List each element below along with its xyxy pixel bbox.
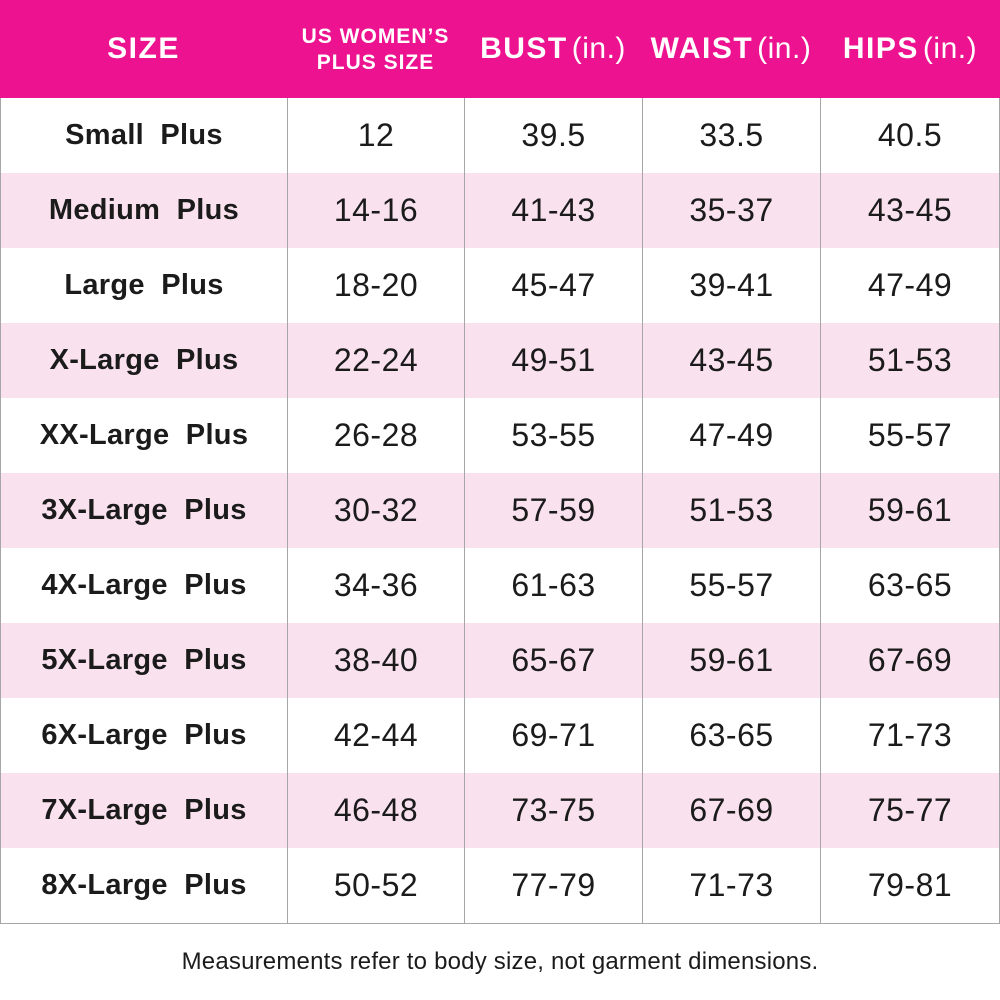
cell-size: X-Large Plus (49, 344, 239, 376)
cell-us-plus-size: 38-40 (287, 623, 464, 698)
cell-bust: 41-43 (464, 173, 642, 248)
table-row: 6X-Large Plus 42-44 69-71 63-65 71-73 (1, 698, 999, 773)
cell-hips: 55-57 (820, 398, 999, 473)
cell-bust: 53-55 (464, 398, 642, 473)
column-header-bust-label: BUST (480, 32, 568, 65)
table-row: X-Large Plus 22-24 49-51 43-45 51-53 (1, 323, 999, 398)
column-header-waist: WAIST (in.) (642, 34, 820, 64)
cell-us-plus-size: 26-28 (287, 398, 464, 473)
cell-waist: 63-65 (642, 698, 820, 773)
table-row: 4X-Large Plus 34-36 61-63 55-57 63-65 (1, 548, 999, 623)
cell-size: 4X-Large Plus (41, 569, 247, 601)
cell-hips: 47-49 (820, 248, 999, 323)
column-header-waist-unit: (in.) (757, 32, 812, 65)
table-row: Small Plus 12 39.5 33.5 40.5 (1, 98, 999, 173)
table-body: Small Plus 12 39.5 33.5 40.5 Medium Plus 14-16… (0, 98, 1000, 924)
cell-waist: 71-73 (642, 848, 820, 923)
column-header-hips: HIPS (in.) (820, 34, 1000, 64)
cell-bust: 65-67 (464, 623, 642, 698)
column-header-bust: BUST (in.) (464, 34, 642, 64)
cell-us-plus-size: 30-32 (287, 473, 464, 548)
column-header-bust-unit: (in.) (571, 32, 626, 65)
table-row: XX-Large Plus 26-28 53-55 47-49 55-57 (1, 398, 999, 473)
cell-hips: 71-73 (820, 698, 999, 773)
cell-waist: 67-69 (642, 773, 820, 848)
cell-size: Small Plus (65, 119, 223, 151)
table-header: SIZE US WOMEN’S PLUS SIZE BUST (in.) WAIS… (0, 0, 1000, 98)
cell-size: 5X-Large Plus (41, 644, 247, 676)
cell-bust: 61-63 (464, 548, 642, 623)
cell-waist: 43-45 (642, 323, 820, 398)
cell-hips: 43-45 (820, 173, 999, 248)
table-row: Medium Plus 14-16 41-43 35-37 43-45 (1, 173, 999, 248)
cell-bust: 57-59 (464, 473, 642, 548)
cell-size: XX-Large Plus (39, 419, 249, 451)
cell-bust: 49-51 (464, 323, 642, 398)
cell-hips: 59-61 (820, 473, 999, 548)
cell-size: Large Plus (64, 269, 224, 301)
cell-us-plus-size: 12 (287, 98, 464, 173)
cell-waist: 59-61 (642, 623, 820, 698)
cell-us-plus-size: 34-36 (287, 548, 464, 623)
cell-size: Medium Plus (48, 194, 240, 226)
cell-hips: 40.5 (820, 98, 999, 173)
cell-size: 3X-Large Plus (41, 494, 247, 526)
table-row: Large Plus 18-20 45-47 39-41 47-49 (1, 248, 999, 323)
cell-hips: 79-81 (820, 848, 999, 923)
cell-us-plus-size: 46-48 (287, 773, 464, 848)
cell-size: 7X-Large Plus (41, 794, 247, 826)
cell-us-plus-size: 18-20 (287, 248, 464, 323)
cell-bust: 39.5 (464, 98, 642, 173)
column-header-size-label: SIZE (107, 32, 180, 65)
column-header-hips-unit: (in.) (922, 32, 978, 65)
cell-hips: 75-77 (820, 773, 999, 848)
cell-us-plus-size: 14-16 (287, 173, 464, 248)
cell-waist: 33.5 (642, 98, 820, 173)
cell-waist: 51-53 (642, 473, 820, 548)
column-header-waist-label: WAIST (650, 32, 754, 65)
cell-waist: 39-41 (642, 248, 820, 323)
table-row: 7X-Large Plus 46-48 73-75 67-69 75-77 (1, 773, 999, 848)
cell-bust: 69-71 (464, 698, 642, 773)
cell-us-plus-size: 50-52 (287, 848, 464, 923)
column-header-hips-label: HIPS (842, 32, 919, 65)
column-header-size: SIZE (0, 34, 287, 64)
column-header-us-plus-size-line2: PLUS SIZE (316, 50, 435, 74)
cell-bust: 77-79 (464, 848, 642, 923)
cell-hips: 63-65 (820, 548, 999, 623)
cell-hips: 67-69 (820, 623, 999, 698)
cell-bust: 45-47 (464, 248, 642, 323)
cell-hips: 51-53 (820, 323, 999, 398)
table-row: 8X-Large Plus 50-52 77-79 71-73 79-81 (1, 848, 999, 923)
column-header-us-plus-size-line1: US WOMEN’S (301, 24, 450, 48)
cell-waist: 55-57 (642, 548, 820, 623)
footnote: Measurements refer to body size, not gar… (181, 948, 819, 975)
cell-waist: 35-37 (642, 173, 820, 248)
cell-us-plus-size: 42-44 (287, 698, 464, 773)
cell-waist: 47-49 (642, 398, 820, 473)
cell-size: 6X-Large Plus (41, 719, 247, 751)
cell-bust: 73-75 (464, 773, 642, 848)
cell-size: 8X-Large Plus (41, 869, 247, 901)
column-header-us-plus-size: US WOMEN’S PLUS SIZE (287, 26, 464, 73)
cell-us-plus-size: 22-24 (287, 323, 464, 398)
table-row: 5X-Large Plus 38-40 65-67 59-61 67-69 (1, 623, 999, 698)
table-row: 3X-Large Plus 30-32 57-59 51-53 59-61 (1, 473, 999, 548)
